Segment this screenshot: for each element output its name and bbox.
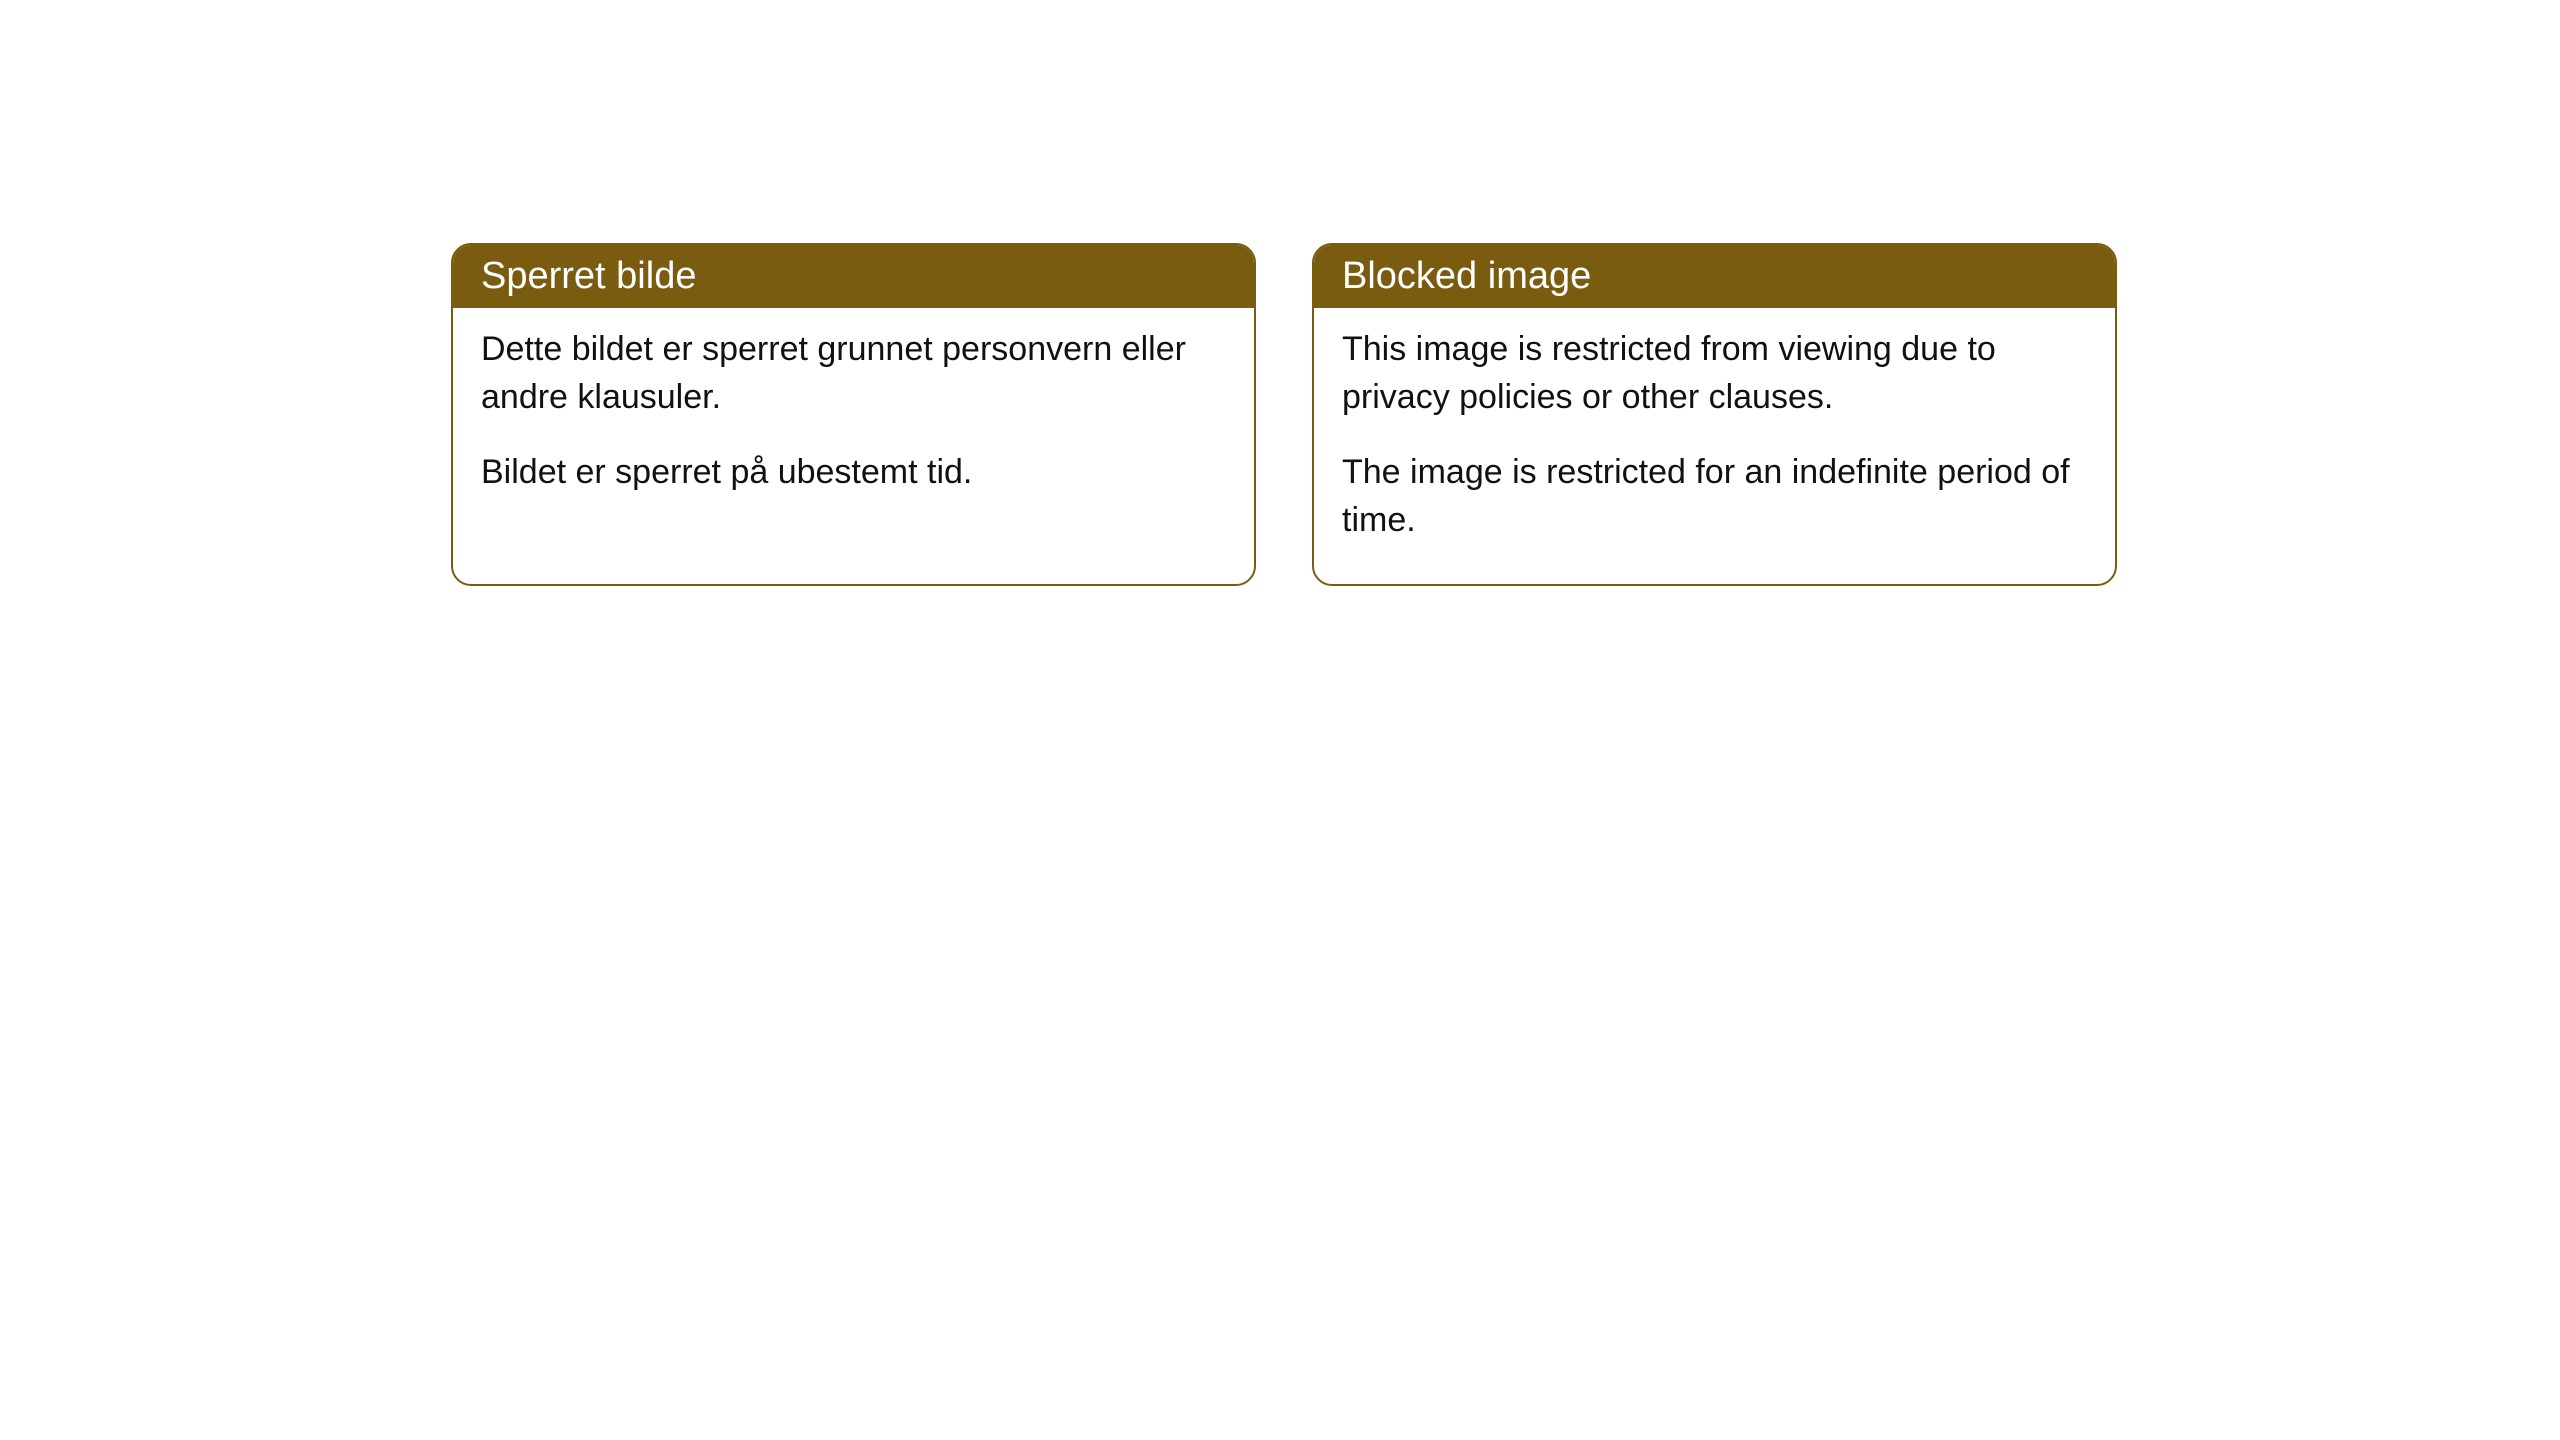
card-paragraph: Bildet er sperret på ubestemt tid. — [481, 449, 1226, 497]
card-title: Blocked image — [1342, 255, 1591, 297]
cards-container: Sperret bilde Dette bildet er sperret gr… — [451, 243, 2117, 586]
card-paragraph: This image is restricted from viewing du… — [1342, 326, 2087, 421]
card-title: Sperret bilde — [481, 255, 696, 297]
card-english: Blocked image This image is restricted f… — [1312, 243, 2117, 586]
card-header-norwegian: Sperret bilde — [453, 245, 1254, 308]
card-header-english: Blocked image — [1314, 245, 2115, 308]
card-norwegian: Sperret bilde Dette bildet er sperret gr… — [451, 243, 1256, 586]
card-body-norwegian: Dette bildet er sperret grunnet personve… — [453, 308, 1254, 537]
card-paragraph: Dette bildet er sperret grunnet personve… — [481, 326, 1226, 421]
card-body-english: This image is restricted from viewing du… — [1314, 308, 2115, 584]
card-paragraph: The image is restricted for an indefinit… — [1342, 449, 2087, 544]
